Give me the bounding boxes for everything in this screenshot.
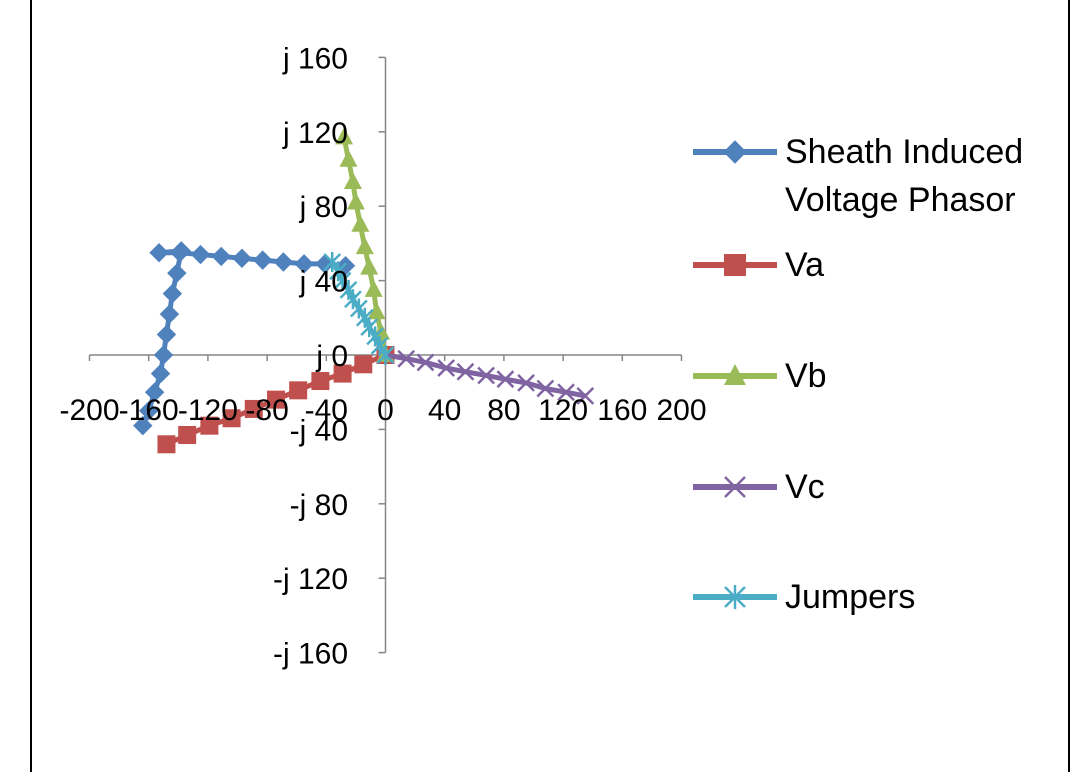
y-tick-label: j 0 [315,340,348,373]
legend-marker [724,364,746,385]
data-point [244,399,263,418]
data-point [200,416,219,435]
data-point [517,374,535,392]
data-point [178,425,197,444]
y-tick-label: j 40 [299,266,348,299]
data-point [150,363,171,384]
data-point [416,353,435,372]
legend: Sheath Induced Voltage Phasor Va Vb Vc Jumper… [693,133,1023,616]
y-tick-label: j 80 [299,191,348,224]
data-point [211,246,231,267]
x-tick-label: 0 [377,394,394,427]
data-point [232,248,252,268]
legend-marker [724,585,746,609]
data-point [190,244,211,265]
chart-border-right [1068,0,1070,772]
data-point [323,252,342,272]
data-point [355,237,374,255]
legend-marker [724,476,746,498]
data-point [153,345,174,365]
data-point [149,242,169,263]
data-point [346,192,365,210]
legend-marker [724,254,746,276]
data-point [138,401,159,421]
data-point [557,383,575,402]
plot-series [133,127,595,454]
data-point [133,415,153,436]
tick-labels: -200 -160 -120 -80 -40 0 40 80 120 160 200 j 160 j 1… [59,42,706,670]
data-point [266,390,285,409]
data-point [335,256,356,276]
data-point [335,127,354,145]
data-point [576,387,595,405]
data-point [289,381,308,400]
series-0 [133,241,356,436]
legend-label: Jumpers [785,578,915,616]
data-point [159,304,180,324]
data-point [157,435,176,454]
legend-item: Sheath Induced Voltage Phasor [693,133,1023,219]
data-point [456,362,475,381]
legend-label: Sheath Induced Voltage Phasor [785,133,1023,219]
series-4 [323,252,395,365]
data-point [170,242,190,263]
data-point [367,302,386,320]
chart-border-left [30,0,32,772]
data-point [364,279,383,297]
data-point [437,359,456,377]
legend-item: Vb [693,357,827,395]
data-point [339,149,358,167]
y-tick-label: j 160 [282,42,348,75]
x-tick-label: 80 [487,394,520,427]
y-tick-label: -j 80 [290,489,348,522]
y-tick-label: -j 160 [273,638,348,671]
legend-item: Va [693,246,824,284]
series-3 [376,346,595,405]
y-tick-label: -j 40 [290,414,348,447]
y-tick-label: j 120 [282,117,348,150]
data-point [333,364,352,383]
data-point [477,366,496,385]
data-point [222,409,241,428]
x-tick-label: 120 [538,394,588,427]
x-tick-label: 40 [428,394,461,427]
legend-label: Vb [785,357,827,395]
x-tick-label: -40 [305,394,348,427]
x-tick-label: -80 [245,394,288,427]
data-point [144,382,165,402]
data-point [496,370,515,389]
data-point [397,349,416,368]
data-point [162,283,183,304]
data-point [360,257,379,275]
data-point [311,372,330,391]
data-point [252,250,273,270]
data-point [273,252,294,272]
data-point [343,172,362,190]
data-point [294,254,314,274]
y-tick-label: -j 120 [273,563,348,596]
x-tick-label: 200 [656,394,706,427]
legend-label: Vc [785,468,825,506]
data-point [156,324,177,345]
x-tick-label: -160 [119,394,179,427]
data-point [536,379,555,398]
data-point [167,263,187,283]
x-tick-label: -120 [178,394,238,427]
x-tick-label: -200 [59,394,119,427]
x-tick-label: 160 [597,394,647,427]
data-point [354,355,373,374]
legend-marker [723,140,747,164]
data-point [351,214,370,232]
legend-label: Va [785,246,824,284]
legend-item: Jumpers [693,578,915,616]
series-1 [157,346,395,454]
legend-item: Vc [693,468,825,506]
